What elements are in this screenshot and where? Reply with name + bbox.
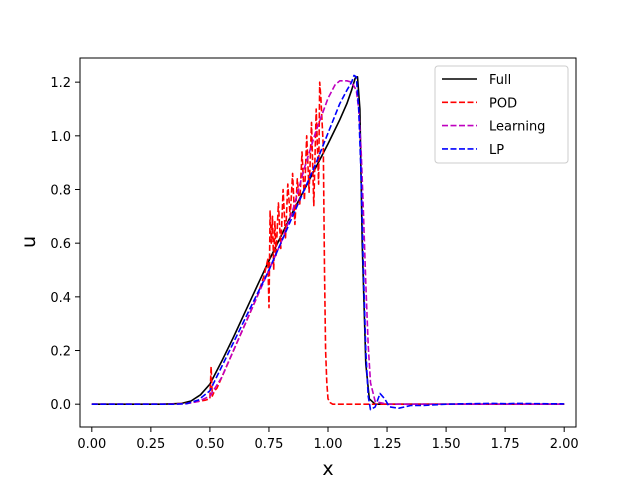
y-axis-ticks: 0.0 0.2 0.4 0.6 0.8 1.0 1.2 <box>50 76 80 413</box>
x-tick-label: 2.00 <box>550 437 579 452</box>
x-tick-label: 0.25 <box>136 437 165 452</box>
x-tick-label: 1.50 <box>432 437 461 452</box>
legend-label-pod: POD <box>489 96 517 111</box>
legend-label-learning: Learning <box>489 120 545 135</box>
legend-box <box>434 65 569 164</box>
y-tick-label: 0.6 <box>50 237 71 252</box>
series-layer <box>91 74 565 411</box>
legend-label-full: Full <box>489 73 511 88</box>
y-tick-label: 0.8 <box>50 183 71 198</box>
series-line-learning <box>91 80 565 406</box>
x-axis-label: x <box>322 458 333 480</box>
legend-label-lp: LP <box>489 143 504 158</box>
x-axis-ticks: 0.00 0.25 0.50 0.75 1.00 1.25 1.50 1.75 2.00 <box>77 427 579 452</box>
x-tick-label: 0.75 <box>254 437 283 452</box>
series-line-lp <box>91 74 565 411</box>
y-tick-label: 1.0 <box>50 130 71 145</box>
x-tick-label: 1.00 <box>314 437 343 452</box>
y-tick-label: 1.2 <box>50 76 71 91</box>
y-tick-label: 0.0 <box>50 398 71 413</box>
x-tick-label: 0.00 <box>77 437 106 452</box>
x-tick-label: 0.50 <box>195 437 224 452</box>
x-tick-label: 1.75 <box>491 437 520 452</box>
y-tick-label: 0.4 <box>50 291 71 306</box>
legend: Full POD Learning LP <box>434 65 569 164</box>
y-axis-label: u <box>18 236 40 248</box>
series-line-pod <box>91 81 565 406</box>
series-line-full <box>91 76 565 406</box>
y-tick-label: 0.2 <box>50 345 71 360</box>
x-tick-label: 1.25 <box>373 437 402 452</box>
